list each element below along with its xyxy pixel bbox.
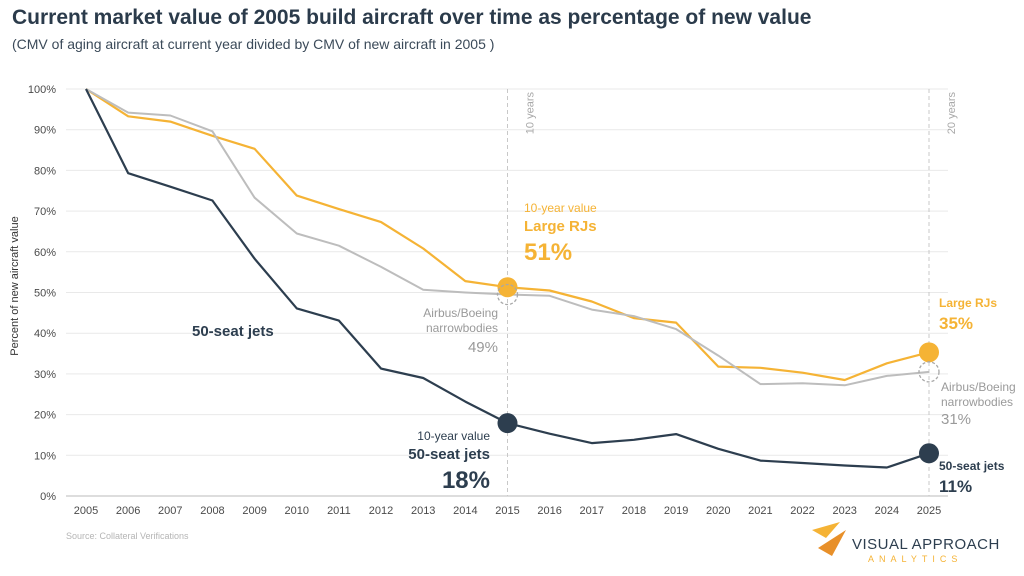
- y-tick-label: 30%: [34, 369, 56, 381]
- y-tick-label: 10%: [34, 450, 56, 462]
- y-tick-label: 50%: [34, 288, 56, 300]
- rj10-name: Large RJs: [524, 218, 597, 235]
- logo-line1: VISUAL APPROACH: [852, 536, 1000, 553]
- x-tick-label: 2021: [748, 505, 772, 517]
- highlight-point-large-rjs: [919, 342, 939, 363]
- x-tick-label: 2025: [917, 505, 941, 517]
- highlight-point-large-rjs: [497, 277, 518, 298]
- x-tick-label: 2010: [285, 505, 309, 517]
- rj10-value: 51%: [524, 239, 572, 266]
- x-tick-label: 2015: [495, 505, 519, 517]
- x-tick-label: 2013: [411, 505, 435, 517]
- x-tick-label: 2023: [832, 505, 856, 517]
- x-tick-label: 2011: [327, 505, 351, 517]
- chart-subtitle: (CMV of aging aircraft at current year d…: [12, 36, 495, 52]
- jets10-name: 50-seat jets: [408, 446, 490, 463]
- rj20-name: Large RJs: [939, 296, 997, 310]
- jets10-value: 18%: [442, 467, 490, 494]
- highlight-point-narrowbodies: [918, 361, 940, 383]
- nb10-name-line1: Airbus/Boeing: [423, 306, 498, 320]
- jets10-caption: 10-year value: [417, 429, 490, 443]
- reference-line-label: 20 years: [946, 92, 958, 135]
- chart-title: Current market value of 2005 build aircr…: [12, 6, 812, 29]
- jets20-name: 50-seat jets: [939, 459, 1005, 473]
- x-tick-label: 2022: [790, 505, 814, 517]
- x-tick-label: 2014: [453, 505, 477, 517]
- y-axis-label: Percent of new aircraft value: [9, 216, 21, 355]
- rj10-caption: 10-year value: [524, 201, 597, 215]
- highlight-points: [496, 277, 940, 464]
- jets-series-label: 50-seat jets: [192, 323, 274, 340]
- visual-approach-logo: VISUAL APPROACH ANALYTICS: [812, 522, 1000, 564]
- y-tick-label: 40%: [34, 328, 56, 340]
- x-tick-label: 2008: [200, 505, 224, 517]
- x-tick-label: 2018: [622, 505, 646, 517]
- x-tick-label: 2016: [537, 505, 561, 517]
- x-tick-label: 2020: [706, 505, 730, 517]
- source-note: Source: Collateral Verifications: [66, 531, 189, 541]
- y-tick-label: 0%: [40, 491, 56, 503]
- x-tick-label: 2009: [242, 505, 266, 517]
- highlight-point-50-seat-jets: [497, 413, 518, 434]
- reference-line-label: 10 years: [525, 92, 537, 135]
- y-tick-label: 20%: [34, 410, 56, 422]
- y-axis-ticks: 0% 10% 20% 30% 40% 50% 60% 70% 80% 90% 100%: [28, 84, 56, 503]
- y-tick-label: 100%: [28, 84, 56, 96]
- x-tick-label: 2017: [580, 505, 604, 517]
- x-tick-label: 2024: [875, 505, 899, 517]
- rj20-value: 35%: [939, 314, 973, 333]
- y-tick-label: 70%: [34, 206, 56, 218]
- nb10-name-line2: narrowbodies: [426, 321, 498, 335]
- x-tick-label: 2012: [369, 505, 393, 517]
- x-tick-label: 2005: [74, 505, 98, 517]
- logo-mark-bottom: [818, 530, 846, 556]
- x-tick-label: 2006: [116, 505, 140, 517]
- y-tick-label: 80%: [34, 165, 56, 177]
- nb20-name-line1: Airbus/Boeing: [941, 380, 1016, 394]
- y-tick-label: 60%: [34, 247, 56, 259]
- nb10-value: 49%: [468, 339, 498, 356]
- nb20-name-line2: narrowbodies: [941, 395, 1013, 409]
- highlight-point-50-seat-jets: [919, 443, 939, 464]
- x-axis-ticks: 2005 2006 2007 2008 2009 2010 2011 2012 2013 2014…: [74, 505, 941, 517]
- y-tick-label: 90%: [34, 125, 56, 137]
- x-tick-label: 2007: [158, 505, 182, 517]
- logo-mark-top: [812, 522, 840, 538]
- nb20-value: 31%: [941, 411, 971, 428]
- logo-line2: ANALYTICS: [868, 554, 962, 564]
- highlight-point-narrowbodies: [496, 283, 519, 306]
- jets20-value: 11%: [939, 477, 972, 496]
- x-tick-label: 2019: [664, 505, 688, 517]
